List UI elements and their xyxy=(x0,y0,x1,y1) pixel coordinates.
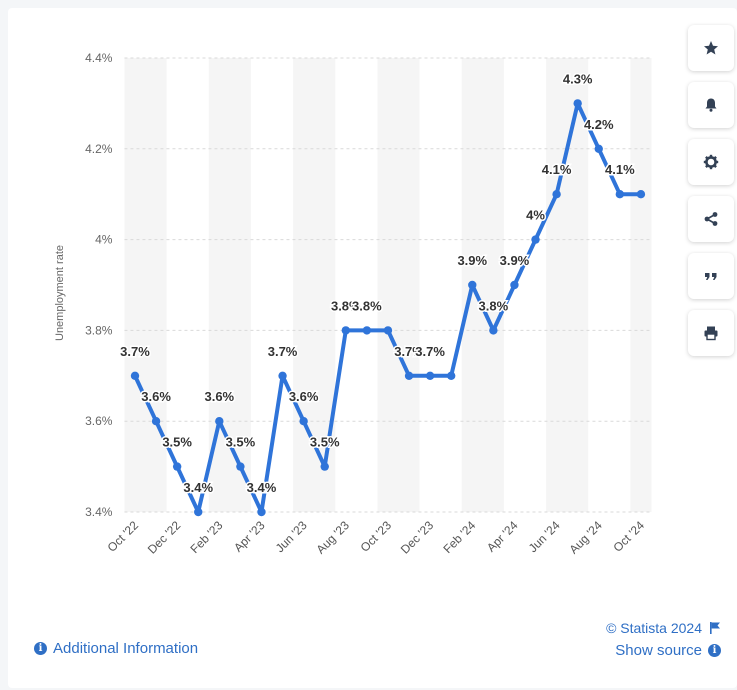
data-point[interactable] xyxy=(636,190,646,199)
data-label: 4.1% xyxy=(542,162,572,177)
chart-card: 3.4% 3.6% 3.8% 4% 4.2% 4.4% Oct '22 Dec '22 Feb… xyxy=(8,8,737,688)
data-point[interactable] xyxy=(531,235,540,244)
x-tick-label: Feb '24 xyxy=(440,518,478,556)
info-icon: i xyxy=(34,642,47,655)
data-point[interactable] xyxy=(341,326,350,335)
info-icon: i xyxy=(708,644,721,657)
data-point[interactable] xyxy=(447,371,456,380)
star-icon xyxy=(704,41,718,55)
line-chart: 3.4%3.6%3.8%4%4.2%4.4% Oct '22 Dec '22 Feb… xyxy=(54,51,652,557)
y-tick-label: 3.4% xyxy=(85,505,113,519)
settings-button[interactable] xyxy=(688,139,734,185)
x-tick-label: Jun '24 xyxy=(526,518,563,555)
x-tick-label: Dec '23 xyxy=(398,518,437,557)
cite-button[interactable] xyxy=(688,253,734,299)
x-tick-label: Oct '24 xyxy=(611,518,648,555)
data-label: 3.9% xyxy=(500,253,530,268)
data-label: 3.8% xyxy=(479,298,509,313)
share-icon xyxy=(704,212,718,226)
copyright[interactable]: © Statista 2024 xyxy=(606,620,721,636)
additional-information-label: Additional Information xyxy=(53,640,199,657)
quote-icon xyxy=(705,273,717,280)
additional-information-link[interactable]: i Additional Information xyxy=(34,640,198,657)
data-label: 3.4% xyxy=(183,480,213,495)
data-label: 3.6% xyxy=(289,389,319,404)
copyright-text: © Statista 2024 xyxy=(606,620,702,636)
data-point[interactable] xyxy=(130,371,140,380)
show-source-link[interactable]: Show source i xyxy=(615,642,721,659)
background-band xyxy=(630,58,652,512)
y-tick-label: 3.6% xyxy=(85,414,113,428)
print-button[interactable] xyxy=(688,310,734,356)
x-tick-label: Jun '23 xyxy=(273,518,310,555)
data-label: 4.2% xyxy=(584,117,614,132)
x-tick-label: Aug '23 xyxy=(314,518,353,557)
data-point[interactable] xyxy=(615,190,625,199)
data-label: 3.8% xyxy=(331,298,361,313)
data-point[interactable] xyxy=(172,462,182,471)
y-tick-label: 4.2% xyxy=(85,142,113,156)
data-label: 3.8% xyxy=(352,298,382,313)
data-point[interactable] xyxy=(383,326,393,335)
data-label: 3.7% xyxy=(120,344,150,359)
x-tick-label: Apr '24 xyxy=(484,518,521,555)
data-label: 4.3% xyxy=(563,71,593,86)
gear-icon xyxy=(703,154,719,170)
data-point[interactable] xyxy=(425,371,435,380)
background-band xyxy=(377,58,420,512)
y-tick-label: 4% xyxy=(95,233,113,247)
data-point[interactable] xyxy=(236,462,245,471)
x-tick-label: Apr '23 xyxy=(231,518,268,555)
y-axis-label: Unemployment rate xyxy=(54,245,66,341)
data-point[interactable] xyxy=(489,326,498,335)
data-label: 3.7% xyxy=(394,344,424,359)
data-label: 3.9% xyxy=(457,253,487,268)
data-point[interactable] xyxy=(594,144,603,153)
bookmark-button[interactable] xyxy=(688,25,734,71)
bell-icon xyxy=(705,98,717,112)
data-point[interactable] xyxy=(404,371,414,380)
data-label: 3.5% xyxy=(310,435,340,450)
flag-icon xyxy=(710,622,720,634)
data-point[interactable] xyxy=(257,507,266,517)
background-band xyxy=(124,58,167,512)
show-source-label: Show source xyxy=(615,642,702,659)
notification-button[interactable] xyxy=(688,82,734,128)
data-label: 3.4% xyxy=(247,480,277,495)
data-point[interactable] xyxy=(278,371,287,380)
data-label: 3.6% xyxy=(141,389,171,404)
data-point[interactable] xyxy=(299,417,308,426)
data-label: 3.6% xyxy=(204,389,234,404)
data-label: 3.5% xyxy=(162,435,192,450)
x-tick-label: Feb '23 xyxy=(188,518,226,556)
printer-icon xyxy=(704,326,718,341)
data-label: 3.7% xyxy=(415,344,445,359)
data-point[interactable] xyxy=(552,190,561,199)
data-point[interactable] xyxy=(362,326,372,335)
data-point[interactable] xyxy=(320,462,329,471)
side-toolbar xyxy=(688,25,734,367)
data-label: 3.5% xyxy=(226,435,256,450)
data-point[interactable] xyxy=(215,417,224,426)
y-tick-label: 3.8% xyxy=(85,323,113,337)
data-label: 4% xyxy=(526,208,545,223)
x-tick-label: Aug '24 xyxy=(566,518,605,557)
share-button[interactable] xyxy=(688,196,734,242)
x-tick-label: Oct '22 xyxy=(105,518,142,555)
data-point[interactable] xyxy=(151,417,161,426)
data-point[interactable] xyxy=(573,99,582,108)
data-label: 3.7% xyxy=(268,344,298,359)
data-label: 4.1% xyxy=(605,162,635,177)
data-point[interactable] xyxy=(510,280,519,290)
x-tick-label: Oct '23 xyxy=(358,518,395,555)
x-tick-label: Dec '22 xyxy=(145,518,184,557)
data-point[interactable] xyxy=(194,507,203,517)
background-band xyxy=(461,58,504,512)
y-tick-label: 4.4% xyxy=(85,51,113,65)
data-point[interactable] xyxy=(468,280,477,290)
background-band xyxy=(546,58,589,512)
